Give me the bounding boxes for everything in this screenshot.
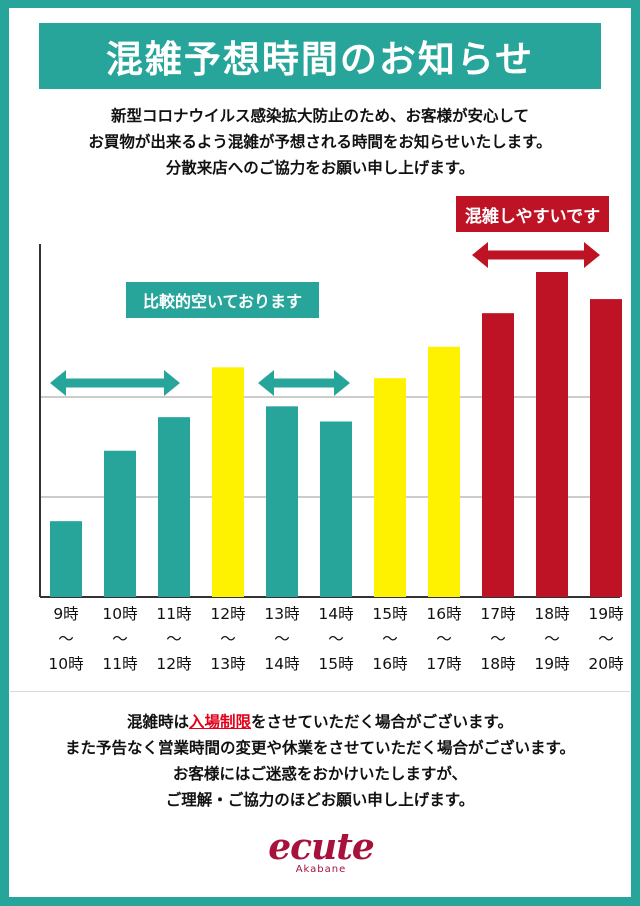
x-tick-label-part: 〜 <box>544 630 560 648</box>
x-tick-label-part: 14時 <box>264 655 300 673</box>
bar-7 <box>428 346 460 597</box>
bar-9 <box>536 272 568 597</box>
x-tick-label-part: 13時 <box>210 655 246 673</box>
intro-text: 新型コロナウイルス感染拡大防止のため、お客様が安心して お買物が出来るよう混雑が… <box>20 103 620 181</box>
bar-4 <box>266 406 298 597</box>
x-tick-label-part: 〜 <box>328 630 344 648</box>
x-tick-label-part: 13時 <box>264 605 300 623</box>
intro-line: お買物が出来るよう混雑が予想される時間をお知らせいたします。 <box>88 133 552 151</box>
x-tick-label-part: 14時 <box>318 605 354 623</box>
busy-note-label: 混雑しやすいです <box>456 196 609 232</box>
bar-8 <box>482 313 514 597</box>
x-tick-label-part: 10時 <box>102 605 138 623</box>
notice-line: お客様にはご迷惑をおかけいたしますが、 <box>172 765 468 783</box>
bar-3 <box>212 367 244 597</box>
quiet-note-label: 比較的空いております <box>126 282 319 318</box>
x-tick-label: 19時〜 20時 <box>579 602 633 677</box>
x-tick-label-part: 〜 <box>166 630 182 648</box>
notice-line: 混雑時は入場制限をさせていただく場合がございます。 <box>15 709 625 735</box>
x-tick-label-part: 17時 <box>426 655 462 673</box>
x-tick-label-part: 11時 <box>156 605 192 623</box>
x-tick-label: 11時〜 12時 <box>147 602 201 677</box>
x-tick-label-part: 18時 <box>534 605 570 623</box>
intro-line: 新型コロナウイルス感染拡大防止のため、お客様が安心して <box>110 107 530 125</box>
logo-subtitle: Akabane <box>295 864 347 875</box>
x-tick-label-part: 〜 <box>58 630 74 648</box>
x-tick-label-part: 19時 <box>588 605 624 623</box>
x-tick-label-part: 〜 <box>274 630 290 648</box>
notice-text: 混雑時は入場制限をさせていただく場合がございます。 また予告なく営業時間の変更や… <box>15 709 625 813</box>
x-tick-label: 15時〜 16時 <box>363 602 417 677</box>
x-tick-label-part: 16時 <box>372 655 408 673</box>
x-tick-label: 13時〜 14時 <box>255 602 309 677</box>
x-tick-label-part: 16時 <box>426 605 462 623</box>
x-tick-label-part: 12時 <box>210 605 246 623</box>
notice-line-start: 混雑時は <box>127 713 190 731</box>
bar-5 <box>320 421 352 597</box>
busy-range-arrow <box>472 242 600 268</box>
x-tick-label-part: 〜 <box>598 630 614 648</box>
divider <box>10 691 630 692</box>
intro-line: 分散来店へのご協力をお願い申し上げます。 <box>165 159 475 177</box>
quiet-range-arrow-mid <box>258 370 350 396</box>
x-tick-label: 9時〜 10時 <box>39 602 93 677</box>
x-tick-label: 10時〜 11時 <box>93 602 147 677</box>
x-tick-label-part: 20時 <box>588 655 624 673</box>
page-title: 混雑予想時間のお知らせ <box>39 23 601 89</box>
x-tick-label-part: 〜 <box>382 630 398 648</box>
x-tick-label-part: 17時 <box>480 605 516 623</box>
x-tick-label: 12時〜 13時 <box>201 602 255 677</box>
x-tick-label-part: 〜 <box>490 630 506 648</box>
logo-wordmark: ecute <box>268 826 375 868</box>
entry-restriction-highlight: 入場制限 <box>189 713 252 731</box>
bar-6 <box>374 378 406 597</box>
notice-line: また予告なく営業時間の変更や休業をさせていただく場合がございます。 <box>65 739 575 757</box>
bar-10 <box>590 299 622 597</box>
x-tick-label-part: 15時 <box>318 655 354 673</box>
x-tick-label: 14時〜 15時 <box>309 602 363 677</box>
ecute-logo: ecute Akabane <box>248 826 394 878</box>
x-tick-label-part: 12時 <box>156 655 192 673</box>
notice-line: ご理解・ご協力のほどお願い申し上げます。 <box>165 791 475 809</box>
x-tick-label: 18時〜 19時 <box>525 602 579 677</box>
x-tick-label-part: 11時 <box>102 655 138 673</box>
x-tick-label: 16時〜 17時 <box>417 602 471 677</box>
x-tick-label-part: 15時 <box>372 605 408 623</box>
notice-line-end: をさせていただく場合がございます。 <box>251 713 513 731</box>
congestion-chart <box>39 242 622 598</box>
x-tick-label-part: 18時 <box>480 655 516 673</box>
bar-1 <box>104 450 136 597</box>
bar-0 <box>50 521 82 597</box>
bar-2 <box>158 417 190 597</box>
x-tick-label-part: 10時 <box>48 655 84 673</box>
x-tick-label-part: 〜 <box>436 630 452 648</box>
quiet-range-arrow-left <box>50 370 180 396</box>
x-tick-label-part: 9時 <box>53 605 79 623</box>
x-tick-label-part: 〜 <box>112 630 128 648</box>
x-tick-label-part: 〜 <box>220 630 236 648</box>
x-tick-label: 17時〜 18時 <box>471 602 525 677</box>
x-tick-label-part: 19時 <box>534 655 570 673</box>
